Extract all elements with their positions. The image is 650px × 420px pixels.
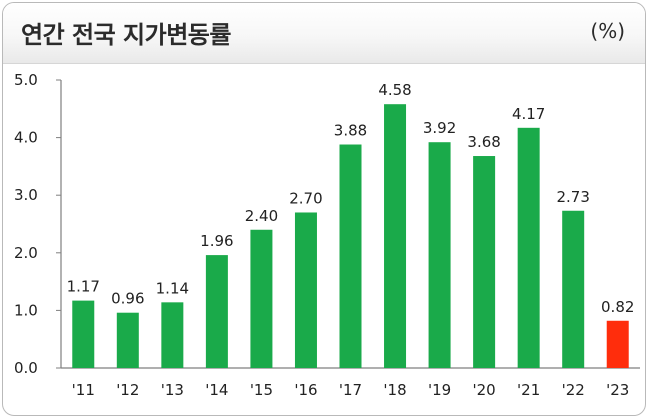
bar xyxy=(161,302,184,368)
data-label: 4.58 xyxy=(378,81,411,99)
bar xyxy=(72,300,95,368)
data-label: 1.96 xyxy=(200,232,233,250)
x-tick-label: '23 xyxy=(606,381,629,399)
x-tick-label: '15 xyxy=(250,381,273,399)
data-label: 0.82 xyxy=(601,298,634,316)
bar xyxy=(517,127,540,368)
y-tick-label: 0.0 xyxy=(14,359,38,377)
x-tick-label: '20 xyxy=(473,381,496,399)
x-tick-label: '19 xyxy=(428,381,451,399)
bar xyxy=(606,320,629,368)
y-tick-label: 4.0 xyxy=(14,129,38,147)
x-tick-label: '21 xyxy=(517,381,540,399)
data-label: 2.73 xyxy=(556,188,589,206)
bar xyxy=(428,142,451,368)
y-tick-label: 5.0 xyxy=(14,71,38,89)
data-label: 2.70 xyxy=(289,189,322,207)
bar xyxy=(250,229,273,368)
y-tick-label: 3.0 xyxy=(14,186,38,204)
x-tick-label: '11 xyxy=(72,381,95,399)
data-label: 2.40 xyxy=(245,207,278,225)
data-label: 4.17 xyxy=(512,105,545,123)
y-tick-label: 2.0 xyxy=(14,244,38,262)
bar xyxy=(562,210,585,368)
data-label: 3.68 xyxy=(467,133,500,151)
x-tick-label: '13 xyxy=(161,381,184,399)
bar xyxy=(116,312,139,368)
data-label: 0.96 xyxy=(111,290,144,308)
y-tick-label: 1.0 xyxy=(14,301,38,319)
data-label: 1.14 xyxy=(156,279,189,297)
x-tick-label: '14 xyxy=(205,381,228,399)
x-tick-label: '16 xyxy=(294,381,317,399)
bar xyxy=(205,255,228,368)
data-label: 1.17 xyxy=(67,278,100,296)
bar xyxy=(473,156,496,368)
x-tick-label: '17 xyxy=(339,381,362,399)
x-tick-label: '18 xyxy=(383,381,406,399)
data-label: 3.92 xyxy=(423,119,456,137)
x-tick-label: '12 xyxy=(116,381,139,399)
bar xyxy=(294,212,317,368)
unit-label: (%) xyxy=(590,19,625,43)
bar xyxy=(339,144,362,368)
bar xyxy=(384,104,407,368)
data-label: 3.88 xyxy=(334,122,367,140)
chart-title: 연간 전국 지가변동률 xyxy=(21,21,231,49)
x-tick-label: '22 xyxy=(562,381,585,399)
chart-header: 연간 전국 지가변동률 (%) xyxy=(3,3,645,64)
